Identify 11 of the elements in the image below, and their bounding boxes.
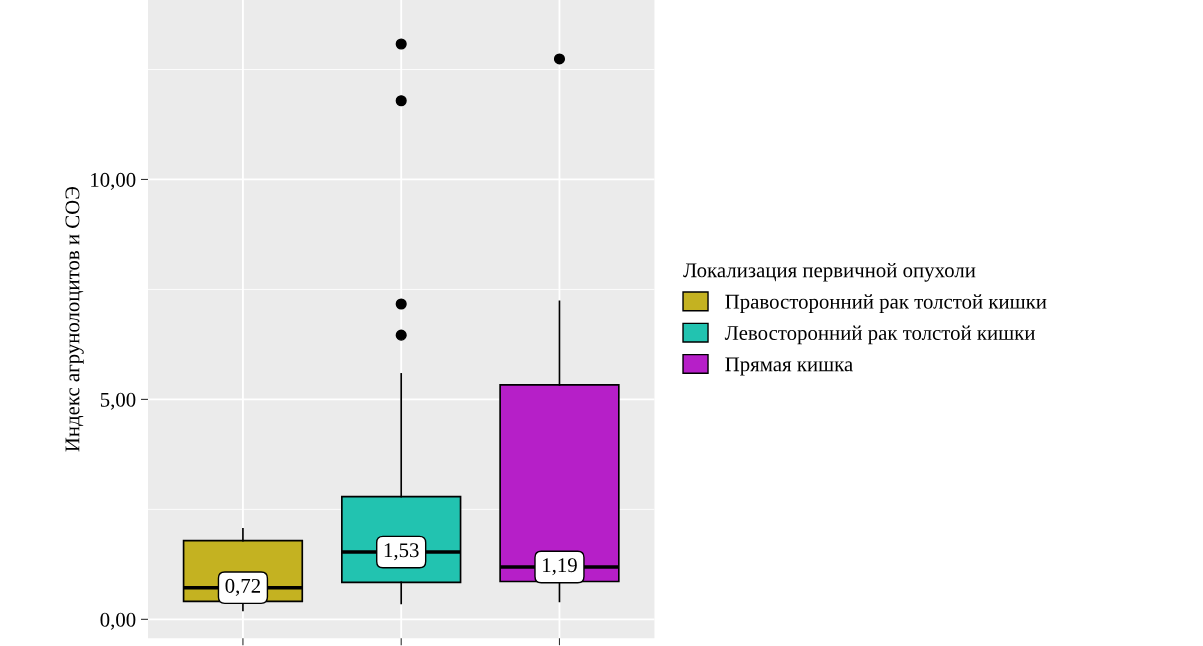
y-tick-label: 5,00: [100, 392, 136, 410]
legend-title: Локализация первичной опухоли: [683, 262, 976, 282]
text: 0,72: [225, 578, 261, 596]
y-tick-label: 0,00: [100, 612, 136, 630]
text: 1,53: [384, 543, 419, 561]
y-axis-title: Индекс агрунолоцитов и СОЭ: [65, 186, 84, 452]
text: 1,19: [543, 558, 577, 576]
legend-label: Левосторонний рак толстой кишки: [724, 325, 1035, 345]
legend-label: Прямая кишка: [725, 357, 853, 376]
y-tick-label: 10,00: [91, 172, 136, 190]
legend-label: Правосторонний рак толстой кишки: [725, 294, 1047, 313]
